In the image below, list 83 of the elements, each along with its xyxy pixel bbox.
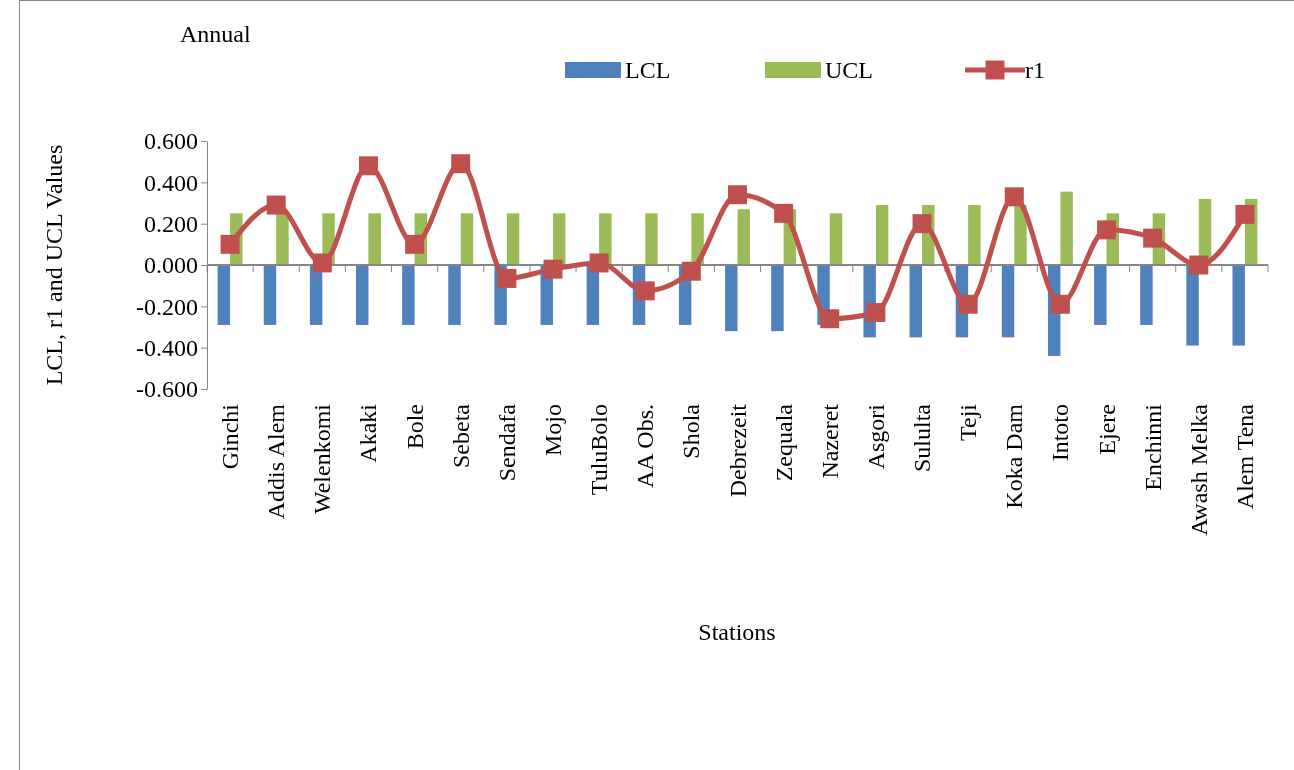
y-tick-label: -0.600 <box>136 376 198 403</box>
x-tick-label: Welenkomi <box>309 403 336 515</box>
y-tick-label: -0.200 <box>136 293 198 320</box>
x-tick-label: Asgori <box>862 403 889 470</box>
bar <box>506 213 520 265</box>
bar <box>1140 265 1153 325</box>
bar <box>737 209 750 265</box>
legend-label: LCL <box>625 57 671 83</box>
bar <box>217 265 231 325</box>
y-axis-title: LCL, r1 and UCL Values <box>41 144 67 386</box>
point <box>820 309 840 329</box>
x-tick-label: Enchinni <box>1139 403 1166 491</box>
x-tick-label: Ginchi <box>217 403 244 470</box>
point <box>589 253 609 273</box>
x-tick-label: Nazeret <box>816 403 843 479</box>
point <box>1097 220 1117 240</box>
x-tick-label: Teji <box>955 403 982 441</box>
x-tick-label: Addis Alem <box>263 403 290 520</box>
x-axis-title: Stations <box>698 619 776 645</box>
bar <box>368 213 381 265</box>
bar <box>1014 205 1027 265</box>
point <box>1050 294 1070 314</box>
x-tick-label: Zequala <box>770 403 797 482</box>
bar <box>276 213 289 265</box>
x-tick-label: TuluBolo <box>586 404 613 496</box>
point <box>958 294 978 314</box>
bar <box>875 205 889 265</box>
point <box>451 154 471 174</box>
x-tick-label: Mojo <box>539 404 566 457</box>
bar <box>1060 191 1073 265</box>
x-tick-label: Intoto <box>1047 404 1074 462</box>
legend-label: r1 <box>1025 57 1045 83</box>
point <box>312 253 332 273</box>
legend-label: UCL <box>825 57 873 83</box>
point <box>543 259 563 279</box>
bar <box>771 265 784 332</box>
point <box>866 303 886 323</box>
x-tick-label: Bole <box>401 404 428 450</box>
bar <box>1001 265 1015 338</box>
x-tick-label: Akaki <box>355 403 382 463</box>
point <box>774 203 794 223</box>
y-tick-label: 0.000 <box>144 252 198 279</box>
point <box>266 195 286 215</box>
point <box>912 214 932 234</box>
point <box>728 185 747 205</box>
bar <box>263 265 277 325</box>
bar <box>725 265 738 332</box>
bar <box>909 265 923 338</box>
point <box>405 234 425 254</box>
x-tick-label: Debrezeit <box>724 403 751 498</box>
bar <box>1094 265 1107 325</box>
x-tick-label: Koka Dam <box>1001 403 1028 509</box>
point <box>635 281 655 301</box>
x-tick-label: Ejere <box>1093 404 1120 455</box>
x-tick-label: Sebeta <box>447 403 474 468</box>
bar <box>1232 265 1245 346</box>
point <box>1143 228 1163 248</box>
bar <box>645 213 658 265</box>
chart-title: Annual <box>180 21 251 47</box>
bar <box>448 265 461 325</box>
y-tick-label: -0.400 <box>136 334 198 361</box>
x-tick-label: AA Obs. <box>632 404 659 489</box>
x-tick-label: Alem Tena <box>1231 403 1258 510</box>
bar <box>1186 265 1199 346</box>
point <box>358 156 378 176</box>
x-tick-label: Awash Melka <box>1185 403 1212 536</box>
point <box>1189 255 1209 275</box>
y-tick-label: 0.600 <box>144 128 198 155</box>
x-tick-label: Sendafa <box>493 403 520 482</box>
bar <box>460 213 474 265</box>
bar <box>402 265 415 325</box>
point <box>1235 204 1255 224</box>
bar <box>829 213 843 265</box>
bar <box>968 205 981 265</box>
x-tick-label: Sululta <box>909 403 936 473</box>
bar <box>356 265 369 325</box>
point <box>1004 187 1024 207</box>
y-tick-label: 0.400 <box>144 169 198 196</box>
x-tick-label: Shola <box>678 403 705 459</box>
point <box>220 234 240 254</box>
point <box>497 268 517 288</box>
y-tick-label: 0.200 <box>144 210 198 237</box>
point <box>681 261 701 281</box>
